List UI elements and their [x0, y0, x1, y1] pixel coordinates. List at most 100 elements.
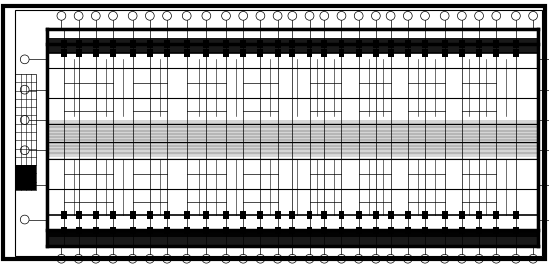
Bar	[47, 120, 538, 155]
Bar	[388, 211, 394, 219]
Bar	[147, 227, 153, 234]
Bar	[130, 49, 136, 57]
Bar	[274, 227, 281, 234]
Bar	[76, 211, 82, 219]
Bar	[339, 211, 344, 219]
Bar	[442, 227, 447, 234]
Bar	[494, 227, 499, 234]
Bar	[47, 230, 538, 246]
Bar	[93, 211, 99, 219]
Bar	[257, 40, 264, 48]
Bar	[47, 230, 538, 237]
Bar	[476, 40, 482, 48]
Bar	[442, 40, 447, 48]
Bar	[223, 227, 229, 234]
Bar	[240, 211, 246, 219]
Bar	[76, 49, 82, 57]
Bar	[339, 49, 344, 57]
Bar	[306, 227, 312, 234]
Bar	[274, 49, 281, 57]
Bar	[257, 49, 264, 57]
Bar	[76, 227, 82, 234]
Bar	[442, 211, 447, 219]
Bar	[61, 49, 67, 57]
Bar	[513, 40, 519, 48]
Bar	[240, 49, 246, 57]
Bar	[15, 74, 36, 190]
Bar	[339, 40, 344, 48]
Bar	[476, 227, 482, 234]
Bar	[513, 227, 519, 234]
Bar	[306, 40, 312, 48]
Bar	[130, 227, 136, 234]
Bar	[422, 211, 428, 219]
Bar	[289, 227, 295, 234]
Bar	[356, 211, 362, 219]
Bar	[339, 227, 344, 234]
Bar	[422, 40, 428, 48]
Bar	[373, 227, 379, 234]
Bar	[204, 40, 209, 48]
Bar	[459, 40, 465, 48]
Bar	[184, 211, 189, 219]
Bar	[388, 40, 394, 48]
Bar	[289, 211, 295, 219]
Bar	[442, 49, 447, 57]
Bar	[405, 40, 411, 48]
Bar	[147, 49, 153, 57]
Bar	[388, 227, 394, 234]
Bar	[459, 49, 465, 57]
Bar	[476, 49, 482, 57]
Bar	[204, 227, 209, 234]
Bar	[321, 40, 327, 48]
Bar	[356, 40, 362, 48]
Bar	[356, 49, 362, 57]
Bar	[373, 49, 379, 57]
Bar	[93, 49, 99, 57]
Bar	[110, 40, 116, 48]
Bar	[164, 49, 170, 57]
Bar	[47, 38, 538, 53]
Bar	[130, 211, 136, 219]
Bar	[110, 49, 116, 57]
Bar	[164, 40, 170, 48]
Bar	[289, 49, 295, 57]
Bar	[257, 227, 264, 234]
Bar	[513, 211, 519, 219]
Bar	[405, 211, 411, 219]
Bar	[61, 227, 67, 234]
Bar	[494, 211, 499, 219]
Bar	[306, 211, 312, 219]
Bar	[184, 49, 189, 57]
Bar	[61, 40, 67, 48]
Bar	[356, 227, 362, 234]
Bar	[184, 227, 189, 234]
Bar	[184, 40, 189, 48]
Bar	[204, 211, 209, 219]
Bar	[47, 29, 538, 246]
Bar	[321, 49, 327, 57]
Bar	[274, 40, 281, 48]
Bar	[15, 164, 36, 190]
Bar	[223, 40, 229, 48]
Bar	[306, 49, 312, 57]
Bar	[459, 227, 465, 234]
Bar	[373, 211, 379, 219]
Bar	[240, 40, 246, 48]
Bar	[321, 211, 327, 219]
Bar	[223, 49, 229, 57]
Bar	[93, 227, 99, 234]
Bar	[93, 40, 99, 48]
Bar	[405, 227, 411, 234]
Bar	[494, 40, 499, 48]
Bar	[164, 227, 170, 234]
Bar	[274, 211, 281, 219]
Bar	[147, 40, 153, 48]
Bar	[223, 211, 229, 219]
Bar	[240, 227, 246, 234]
Bar	[110, 211, 116, 219]
Bar	[388, 49, 394, 57]
Bar	[257, 211, 264, 219]
Bar	[459, 211, 465, 219]
Bar	[289, 40, 295, 48]
